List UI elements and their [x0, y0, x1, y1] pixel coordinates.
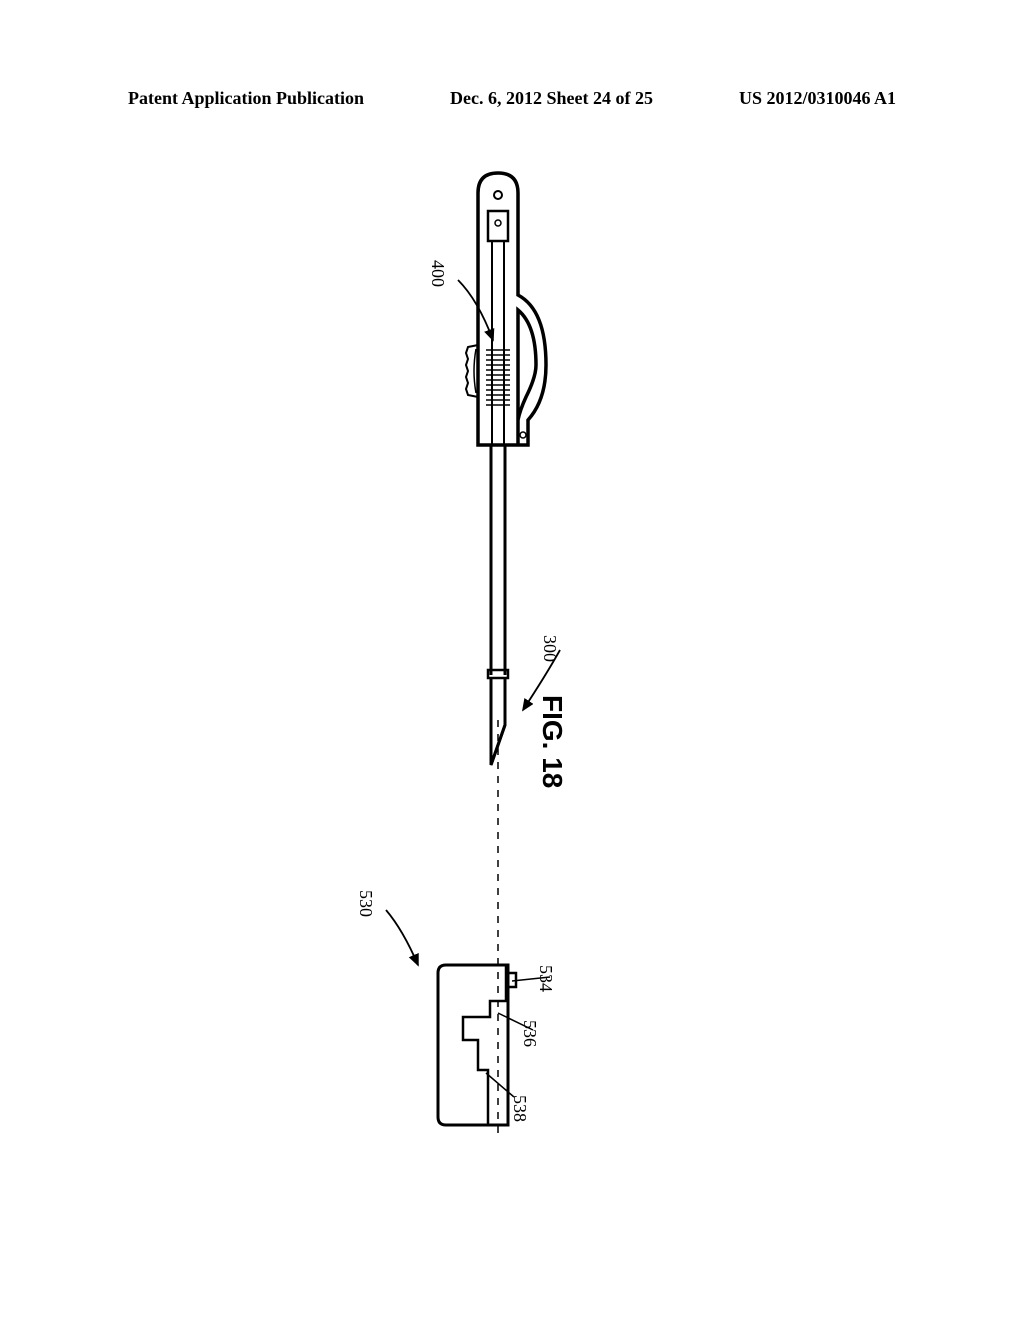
adjust-knob: [466, 345, 478, 397]
clip-inner-step: [463, 965, 506, 1125]
handle-hatch: [486, 350, 510, 405]
header-right: US 2012/0310046 A1: [739, 88, 896, 109]
pivot-hole-top: [494, 191, 502, 199]
header-center: Dec. 6, 2012 Sheet 24 of 25: [450, 88, 653, 109]
ref-534: 534: [535, 965, 556, 992]
figure-18: FIG. 18 400 300 530 534 536 538: [128, 165, 896, 1165]
ref-536: 536: [519, 1020, 540, 1047]
ref-400: 400: [427, 260, 448, 287]
knob-grip: [474, 349, 476, 393]
arrow-530: [386, 910, 418, 965]
ref-530: 530: [355, 890, 376, 917]
handle-inner-dot: [495, 220, 501, 226]
needle-bevel: [491, 725, 505, 765]
header-left: Patent Application Publication: [128, 88, 364, 109]
handle-lower-hole: [520, 432, 526, 438]
figure-label: FIG. 18: [536, 695, 568, 788]
ref-300: 300: [539, 635, 560, 662]
figure-svg: [128, 165, 896, 1165]
arrow-400: [458, 280, 493, 340]
leader-538: [486, 1073, 514, 1097]
ref-538: 538: [509, 1095, 530, 1122]
page-header: Patent Application Publication Dec. 6, 2…: [0, 88, 1024, 109]
